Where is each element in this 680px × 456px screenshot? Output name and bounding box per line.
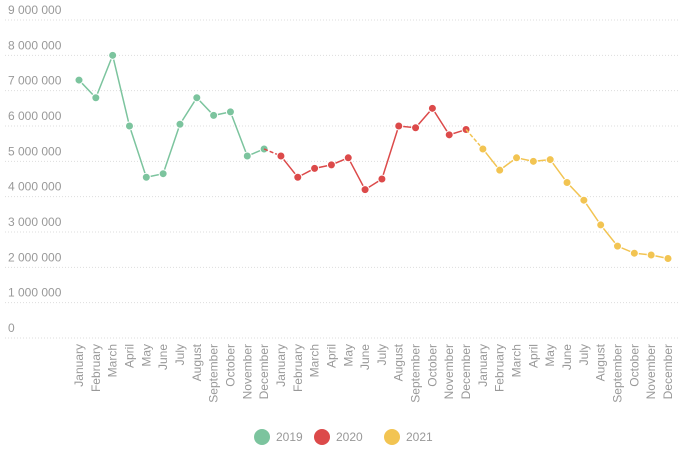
x-tick-label: November	[442, 344, 456, 399]
legend-swatch	[314, 429, 330, 445]
y-tick-label: 4 000 000	[8, 180, 62, 194]
legend-swatch	[254, 429, 270, 445]
data-point	[175, 119, 185, 129]
y-tick-label: 8 000 000	[8, 38, 62, 52]
data-point	[158, 169, 168, 179]
data-point	[512, 153, 522, 163]
data-point	[427, 103, 437, 113]
data-point	[192, 93, 202, 103]
x-tick-label: January	[476, 344, 490, 387]
x-tick-label: March	[106, 344, 120, 377]
y-tick-label: 2 000 000	[8, 250, 62, 264]
x-tick-label: May	[543, 344, 557, 367]
x-tick-label: September	[409, 344, 423, 403]
x-tick-label: October	[425, 344, 439, 387]
data-point	[108, 50, 118, 60]
legend-item: 2021	[384, 429, 433, 445]
data-point	[326, 160, 336, 170]
data-point	[545, 155, 555, 165]
x-tick-label: January	[274, 344, 288, 387]
x-tick-label: February	[493, 344, 507, 392]
x-tick-label: July	[375, 344, 389, 365]
data-point	[478, 144, 488, 154]
legend-label: 2021	[406, 430, 433, 444]
data-point	[444, 130, 454, 140]
x-tick-label: December	[459, 344, 473, 399]
data-point	[613, 241, 623, 251]
x-tick-label: March	[510, 344, 524, 377]
data-point	[276, 151, 286, 161]
data-point	[495, 165, 505, 175]
x-tick-label: June	[560, 344, 574, 370]
data-point	[360, 185, 370, 195]
legend-label: 2020	[336, 430, 363, 444]
data-point	[629, 248, 639, 258]
data-point	[74, 75, 84, 85]
legend-swatch	[384, 429, 400, 445]
x-tick-label: April	[122, 344, 136, 368]
x-tick-label: February	[89, 344, 103, 392]
x-tick-label: August	[392, 343, 406, 381]
data-point	[293, 172, 303, 182]
data-point	[411, 123, 421, 133]
y-tick-label: 7 000 000	[8, 74, 62, 88]
data-point	[209, 110, 219, 120]
x-tick-label: January	[72, 344, 86, 387]
data-point	[310, 163, 320, 173]
x-tick-label: May	[139, 344, 153, 367]
x-tick-label: February	[291, 344, 305, 392]
data-point	[124, 121, 134, 131]
y-tick-label: 5 000 000	[8, 144, 62, 158]
data-point	[562, 178, 572, 188]
series-line	[280, 107, 467, 191]
y-tick-label: 1 000 000	[8, 286, 62, 300]
x-tick-label: September	[207, 344, 221, 403]
y-tick-label: 9 000 000	[8, 3, 62, 17]
y-tick-label: 3 000 000	[8, 215, 62, 229]
data-point	[377, 174, 387, 184]
y-tick-label: 0	[8, 321, 15, 335]
x-tick-label: December	[661, 344, 675, 399]
data-point	[343, 153, 353, 163]
x-tick-label: October	[223, 344, 237, 387]
series-line	[78, 52, 265, 179]
y-tick-label: 6 000 000	[8, 109, 62, 123]
data-point	[528, 156, 538, 166]
x-tick-label: August	[594, 343, 608, 381]
data-point	[663, 254, 673, 263]
legend-item: 2020	[314, 429, 363, 445]
data-point	[91, 93, 101, 103]
x-tick-label: July	[577, 344, 591, 365]
data-point	[579, 195, 589, 205]
x-tick-label: May	[341, 344, 355, 367]
x-tick-label: July	[173, 344, 187, 365]
data-point	[141, 172, 151, 182]
data-point	[646, 250, 656, 260]
x-tick-label: April	[324, 344, 338, 368]
x-tick-label: April	[526, 344, 540, 368]
data-point	[242, 151, 252, 161]
x-tick-label: December	[257, 344, 271, 399]
legend-item: 2019	[254, 429, 303, 445]
x-tick-label: October	[627, 344, 641, 387]
data-point	[225, 107, 235, 117]
data-point	[596, 220, 606, 230]
x-tick-label: August	[190, 343, 204, 381]
x-tick-label: November	[240, 344, 254, 399]
x-tick-label: June	[156, 344, 170, 370]
x-tick-label: September	[611, 344, 625, 403]
series-line	[482, 148, 669, 260]
x-tick-label: June	[358, 344, 372, 370]
x-tick-label: March	[308, 344, 322, 377]
data-point	[394, 121, 404, 131]
x-tick-label: November	[644, 344, 658, 399]
legend-label: 2019	[276, 430, 303, 444]
